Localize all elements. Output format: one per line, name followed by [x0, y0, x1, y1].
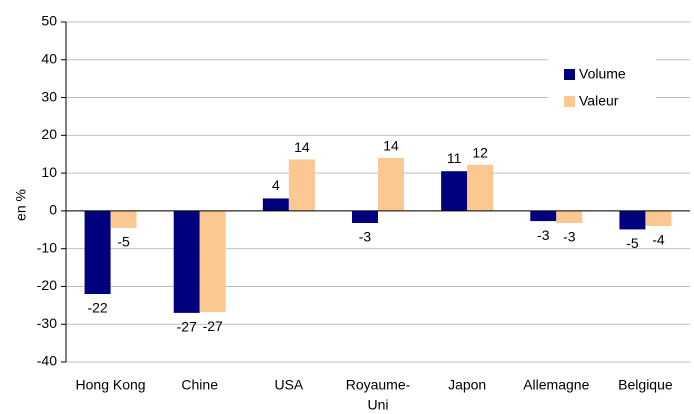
bar-volume: [441, 171, 468, 211]
legend-label: Volume: [579, 66, 626, 82]
bar-valeur: [467, 164, 494, 211]
bar-volume: [352, 210, 378, 223]
data-label: -27: [203, 318, 223, 334]
data-label: 14: [294, 139, 310, 155]
bar-valeur: [645, 210, 672, 226]
data-label: 11: [447, 150, 462, 166]
bar-volume: [262, 198, 289, 211]
bar-valeur: [378, 158, 404, 211]
x-axis: Hong Kong Chine USA Royaume- Uni Japon Allemag…: [66, 210, 690, 413]
data-label: -5: [626, 235, 639, 251]
data-label: 12: [472, 145, 488, 161]
data-label: -4: [652, 232, 665, 248]
data-labels: -22 -5 -27 -27 4 14 -3 14 11 12 -3 -3 -5 -4: [87, 138, 664, 335]
y-tick-label: 50: [41, 13, 57, 29]
x-tick-label: Allemagne: [523, 377, 589, 393]
legend: Volume Valeur: [548, 54, 656, 112]
x-tick-label: Royaume-: [346, 377, 411, 393]
data-label: -22: [87, 300, 107, 316]
legend-label: Valeur: [579, 93, 619, 109]
y-axis: -40 -30 -20 -10 0 10 20 30 40 50: [37, 13, 67, 369]
y-tick-label: -10: [37, 239, 57, 255]
y-tick-label: 40: [41, 50, 57, 66]
x-tick-label: Hong Kong: [76, 377, 146, 393]
bar-volume: [619, 210, 646, 230]
data-label: -3: [537, 227, 550, 243]
bar-volume: [173, 210, 200, 313]
bars: [84, 158, 672, 313]
y-tick-label: 20: [41, 126, 57, 142]
y-tick-label: -20: [37, 277, 57, 293]
y-tick-label: -40: [37, 353, 57, 369]
x-tick-label: Chine: [181, 377, 218, 393]
bar-volume: [530, 210, 557, 222]
data-label: 14: [383, 138, 399, 154]
bar-valeur: [110, 210, 137, 228]
bar-valeur: [288, 159, 315, 211]
x-tick-label: Belgique: [618, 377, 673, 393]
y-tick-label: 0: [49, 202, 57, 218]
y-axis-title: en %: [13, 189, 29, 221]
data-label: 4: [272, 177, 280, 193]
legend-swatch-valeur: [564, 96, 575, 107]
y-tick-label: 10: [41, 164, 57, 180]
data-label: -27: [177, 319, 197, 335]
x-tick-label: USA: [274, 377, 303, 393]
bar-volume: [84, 210, 111, 294]
y-tick-label: -30: [37, 315, 57, 331]
data-label: -3: [359, 229, 372, 245]
x-tick-label: Uni: [367, 397, 388, 413]
x-tick-label: Japon: [448, 377, 486, 393]
y-tick-label: 30: [41, 88, 57, 104]
bar-valeur: [556, 210, 583, 223]
bar-valeur: [199, 210, 226, 313]
legend-swatch-volume: [564, 69, 575, 80]
data-label: -5: [117, 234, 130, 250]
data-label: -3: [563, 229, 576, 245]
